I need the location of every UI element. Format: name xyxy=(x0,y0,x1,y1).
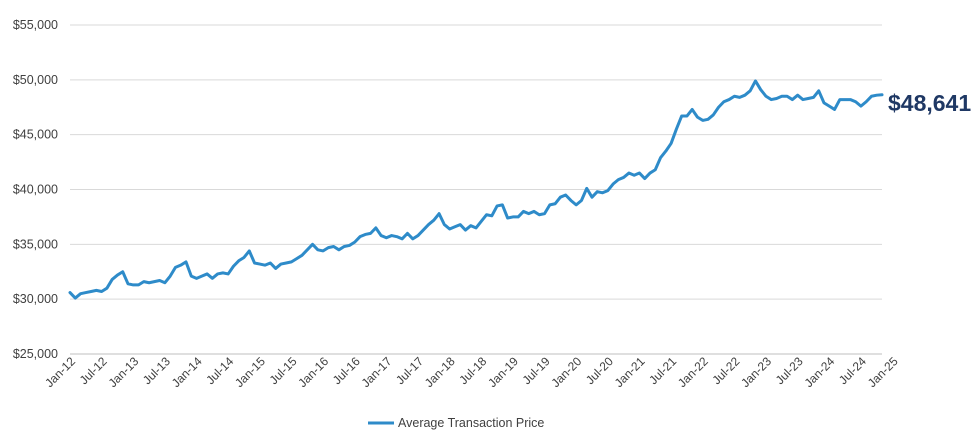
x-tick-label: Jan-21 xyxy=(612,354,648,390)
x-tick-label: Jul-15 xyxy=(267,354,300,387)
legend-label: Average Transaction Price xyxy=(398,416,544,430)
x-tick-label: Jan-17 xyxy=(359,354,395,390)
gridlines xyxy=(70,24,882,355)
y-axis-ticks: $25,000 $30,000 $35,000 $40,000 $45,000 $50,0… xyxy=(13,18,58,361)
x-tick-label: Jul-19 xyxy=(520,354,553,387)
x-tick-label: Jul-13 xyxy=(140,354,173,387)
x-tick-label: Jul-21 xyxy=(646,354,679,387)
legend: Average Transaction Price xyxy=(368,416,544,430)
x-tick-label: Jul-23 xyxy=(773,354,806,387)
x-tick-label: Jan-15 xyxy=(232,354,268,390)
x-tick-label: Jan-24 xyxy=(802,354,838,390)
x-tick-label: Jul-24 xyxy=(836,354,869,387)
x-tick-label: Jan-14 xyxy=(169,354,205,390)
x-tick-label: Jul-18 xyxy=(456,354,489,387)
y-tick-label: $25,000 xyxy=(13,347,58,361)
x-tick-label: Jul-17 xyxy=(393,354,426,387)
y-tick-label: $45,000 xyxy=(13,128,58,142)
x-tick-label: Jul-14 xyxy=(203,354,236,387)
series-line-average-transaction-price xyxy=(68,79,884,300)
x-tick-label: Jul-22 xyxy=(709,354,742,387)
y-tick-label: $55,000 xyxy=(13,18,58,32)
end-value-label: $48,641 xyxy=(888,90,971,116)
x-tick-label: Jan-23 xyxy=(738,354,774,390)
y-tick-label: $50,000 xyxy=(13,73,58,87)
x-tick-label: Jan-16 xyxy=(295,354,331,390)
x-tick-label: Jan-25 xyxy=(865,354,901,390)
x-axis-ticks: Jan-12Jul-12Jan-13Jul-13Jan-14Jul-14Jan-… xyxy=(42,354,901,390)
y-tick-label: $35,000 xyxy=(13,237,58,251)
x-tick-label: Jan-13 xyxy=(106,354,142,390)
y-tick-label: $30,000 xyxy=(13,292,58,306)
x-tick-label: Jan-19 xyxy=(485,354,521,390)
x-tick-label: Jan-22 xyxy=(675,354,711,390)
x-tick-label: Jul-12 xyxy=(77,354,110,387)
x-tick-label: Jan-18 xyxy=(422,354,458,390)
x-tick-label: Jan-20 xyxy=(548,354,584,390)
y-tick-label: $40,000 xyxy=(13,183,58,197)
x-tick-label: Jul-20 xyxy=(583,354,616,387)
x-tick-label: Jul-16 xyxy=(330,354,363,387)
